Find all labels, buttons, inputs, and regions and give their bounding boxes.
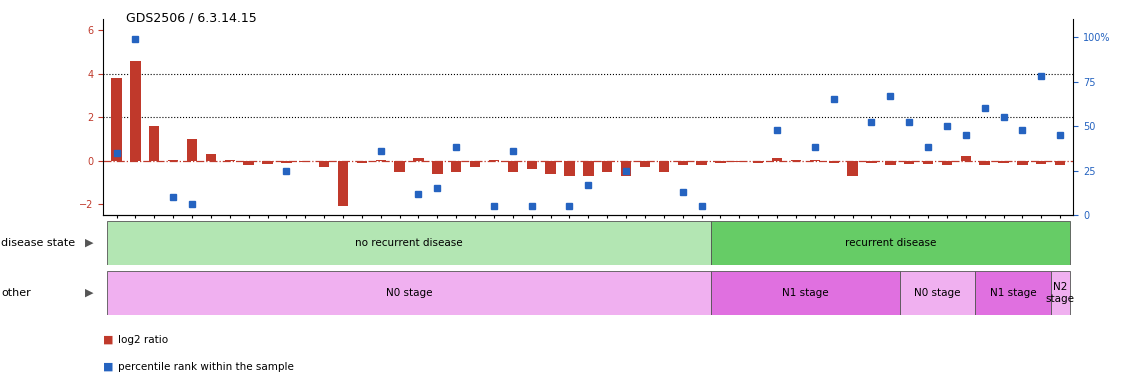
Bar: [791, 160, 801, 161]
Text: GDS2506 / 6.3.14.15: GDS2506 / 6.3.14.15: [126, 12, 257, 25]
Bar: [903, 161, 914, 164]
Bar: [243, 161, 254, 165]
Text: N0 stage: N0 stage: [386, 288, 433, 298]
Bar: [976, 271, 1050, 315]
Bar: [711, 221, 1070, 265]
Bar: [1017, 161, 1027, 165]
Text: no recurrent disease: no recurrent disease: [355, 238, 463, 248]
Bar: [659, 161, 669, 172]
Bar: [900, 271, 976, 315]
Bar: [961, 156, 971, 161]
Bar: [130, 61, 140, 161]
Bar: [1055, 161, 1065, 165]
Bar: [300, 161, 310, 162]
Bar: [338, 161, 348, 206]
Bar: [583, 161, 594, 176]
Bar: [187, 139, 197, 161]
Bar: [677, 161, 688, 165]
Bar: [711, 271, 900, 315]
Bar: [809, 160, 820, 161]
Text: N2
stage: N2 stage: [1046, 282, 1075, 304]
Bar: [107, 221, 711, 265]
Text: N1 stage: N1 stage: [990, 288, 1037, 298]
Text: ■: ■: [103, 362, 114, 372]
Bar: [375, 160, 386, 161]
Bar: [357, 161, 367, 163]
Text: ▶: ▶: [85, 238, 94, 248]
Bar: [753, 161, 763, 163]
Bar: [941, 161, 952, 165]
Text: recurrent disease: recurrent disease: [845, 238, 936, 248]
Bar: [168, 160, 178, 161]
Bar: [489, 160, 499, 161]
Text: disease state: disease state: [1, 238, 76, 248]
Bar: [885, 161, 895, 165]
Bar: [111, 78, 122, 161]
Bar: [413, 159, 424, 161]
Bar: [602, 161, 612, 172]
Bar: [621, 161, 631, 176]
Bar: [639, 161, 650, 167]
Bar: [149, 126, 160, 161]
Bar: [923, 161, 933, 164]
Text: ▶: ▶: [85, 288, 94, 298]
Bar: [697, 161, 707, 165]
Text: log2 ratio: log2 ratio: [118, 335, 169, 345]
Bar: [979, 161, 990, 165]
Bar: [107, 271, 711, 315]
Bar: [319, 161, 329, 167]
Bar: [470, 161, 480, 167]
Bar: [734, 161, 745, 162]
Bar: [999, 161, 1009, 163]
Bar: [867, 161, 877, 163]
Bar: [527, 161, 537, 169]
Bar: [263, 161, 273, 164]
Bar: [545, 161, 556, 174]
Bar: [771, 159, 782, 161]
Bar: [829, 161, 839, 163]
Bar: [281, 161, 292, 163]
Bar: [395, 161, 405, 172]
Bar: [507, 161, 518, 172]
Bar: [1037, 161, 1047, 164]
Bar: [451, 161, 461, 172]
Bar: [432, 161, 443, 174]
Text: percentile rank within the sample: percentile rank within the sample: [118, 362, 294, 372]
Bar: [205, 154, 216, 161]
Text: other: other: [1, 288, 31, 298]
Bar: [1050, 271, 1070, 315]
Bar: [565, 161, 575, 176]
Bar: [715, 161, 726, 163]
Text: N0 stage: N0 stage: [914, 288, 961, 298]
Text: ■: ■: [103, 335, 114, 345]
Bar: [225, 160, 235, 161]
Bar: [847, 161, 858, 176]
Text: N1 stage: N1 stage: [782, 288, 829, 298]
